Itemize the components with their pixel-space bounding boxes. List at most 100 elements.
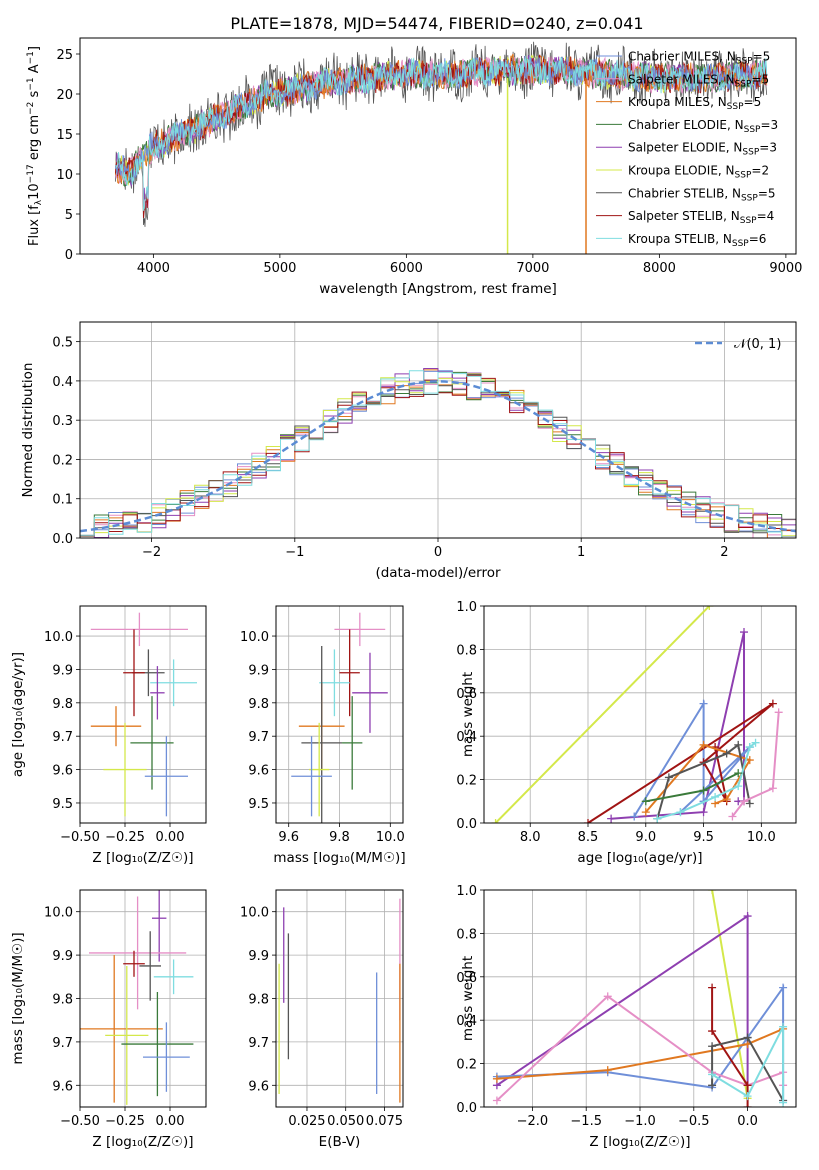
weight-marker [745,743,754,752]
legend-sub: SSP [736,57,753,67]
x-tick-label: 0.050 [327,1114,364,1129]
legend-sub: SSP [740,216,757,226]
legend-sep: , N [719,50,736,64]
legend-eq: = [757,209,767,223]
weight-line [494,606,711,823]
weight-marker [708,983,717,992]
y-axis-label: mass weight [460,956,476,1041]
y-label-part: −1 [26,51,36,64]
panel-age-vs-Z: −0.50 −0.25 0.00 9.5 9.6 9.7 9.8 9.9 10.0 Z [log₁… [10,605,207,866]
legend-sub: SSP [732,239,749,249]
y-tick-label: 20 [56,88,73,103]
y-tick-label: 10.0 [240,630,269,645]
y-axis-label: mass [log₁₀(M/M☉)] [10,932,26,1064]
weight-line [711,1036,784,1101]
weight-marker [699,699,708,708]
legend-label: Salpeter ELODIE, NSSP=3 [628,141,777,158]
weight-marker [722,795,731,804]
legend-sub: SSP [735,79,752,89]
y-label-part: A [27,64,42,77]
x-axis-label: Z [log₁₀(Z/Z☉)] [589,1134,690,1150]
legend-label: Chabrier ELODIE, NSSP=3 [628,118,778,135]
y-tick-label: 0.2 [456,774,477,789]
x-tick-label: 7000 [516,261,549,276]
y-tick-label: 0.2 [52,453,73,468]
legend-eq: = [751,72,761,86]
axes-frame [79,321,797,539]
legend-model: Kroupa MILES [628,95,710,109]
weight-marker [653,814,662,823]
weight-line [731,712,780,818]
legend-label: Chabrier STELIB, NSSP=5 [628,186,776,203]
y-tick-label: 0.0 [52,532,73,547]
panel-residuals: −2 −1 0 1 2 0.0 0.1 0.2 0.3 0.4 0.5 (data-model)/er… [20,321,797,581]
legend-n: 5 [763,50,771,64]
x-axis-label: Z [log₁₀(Z/Z☉)] [92,850,193,866]
weight-marker [743,1092,752,1101]
weight-marker [708,1042,717,1051]
y-tick-label: 10.0 [240,906,269,921]
legend-eq: = [744,95,754,109]
y-tick-label: 9.6 [52,1079,73,1094]
x-tick-label: −1.0 [624,1114,656,1129]
weight-marker [711,792,720,801]
y-tick-label: 0.5 [52,336,73,351]
x-tick-label: 9.5 [693,830,714,845]
legend-model: Salpeter STELIB [628,209,723,223]
y-tick-label: 9.5 [52,797,73,812]
legend-sep: , N [718,72,735,86]
weight-marker [751,738,760,747]
x-tick-label: 9.6 [278,830,299,845]
weight-line [711,1026,785,1103]
weight-marker [708,1081,717,1090]
x-tick-label: −0.25 [105,1114,145,1129]
spectrum-line [115,55,768,211]
x-axis-label: wavelength [Angstrom, rest frame] [319,281,557,297]
weight-marker [630,812,639,821]
y-axis-label: Flux [fλ10−17 erg cm−2 s−1 A−1] [26,46,44,246]
y-axis-label: mass weight [460,672,476,757]
weight-marker [740,797,748,806]
y-tick-label: 0.8 [456,927,477,942]
legend-n: 4 [767,209,775,223]
axes-frame [275,889,404,1108]
y-tick-label: 0 [65,248,73,263]
weight-marker [699,808,708,817]
y-tick-label: 0.1 [52,493,73,508]
y-tick-label: 0.6 [456,687,477,702]
legend-eq: = [760,118,770,132]
weight-marker [699,786,708,795]
panel-mass-vs-EBV: 0.025 0.050 0.075 9.6 9.7 9.8 9.9 10.0 E(B-V) [240,889,404,1150]
weight-marker [734,769,743,778]
x-tick-label: 0.00 [156,830,185,845]
x-tick-label: 9.0 [635,830,656,845]
weight-marker [676,808,685,817]
legend-sub: SSP [741,193,758,203]
x-tick-label: −1.5 [570,1114,602,1129]
y-tick-label: 5 [65,208,73,223]
x-tick-label: −0.5 [678,1114,710,1129]
y-tick-label: 9.9 [248,949,269,964]
legend-sub: SSP [742,148,759,158]
y-tick-label: 0.3 [52,414,73,429]
y-tick-label: 9.7 [52,730,73,745]
weight-marker [779,1022,788,1031]
legend-model: Chabrier MILES [628,50,719,64]
legend-sep: , N [710,95,727,109]
weight-marker [779,983,788,992]
x-tick-label: −0.25 [105,830,145,845]
weight-marker [740,628,748,637]
y-tick-label: 9.9 [52,663,73,678]
x-tick-label: 8.5 [578,830,599,845]
axes-frame [483,889,797,1108]
weight-marker [699,740,708,749]
x-tick-label: 0.025 [288,1114,325,1129]
legend-n: 6 [759,232,767,246]
legend-eq: = [759,141,769,155]
legend-n: 3 [769,141,777,155]
x-tick-label: −2.0 [517,1114,549,1129]
weight-line [657,741,757,820]
y-tick-label: 9.8 [52,697,73,712]
weight-marker [664,773,673,782]
